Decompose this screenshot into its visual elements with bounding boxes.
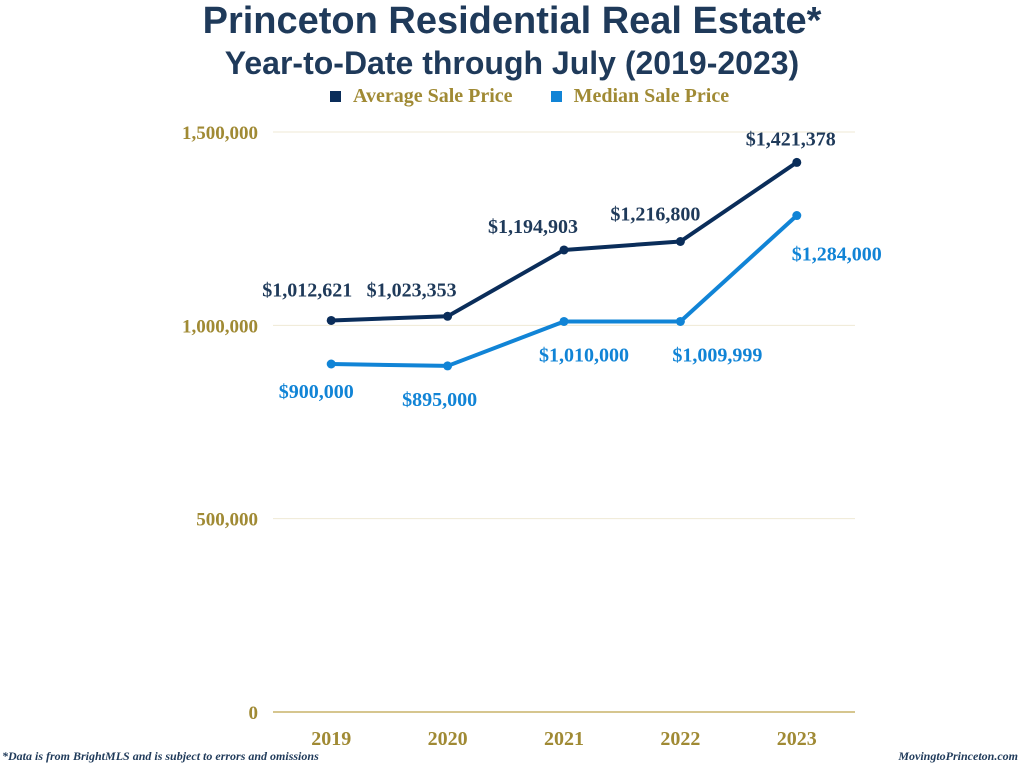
data-point <box>443 361 453 371</box>
x-tick-label: 2022 <box>660 728 700 750</box>
legend-swatch-average <box>330 91 341 102</box>
legend-item-average: Average Sale Price <box>330 85 513 108</box>
data-point <box>326 359 336 369</box>
y-tick-label: 0 <box>249 703 259 724</box>
data-label: $1,216,800 <box>610 204 700 226</box>
data-point <box>559 316 569 326</box>
data-point <box>792 157 802 167</box>
data-label: $1,284,000 <box>792 244 882 266</box>
x-tick-label: 2020 <box>428 728 468 750</box>
x-tick-label: 2019 <box>311 728 351 750</box>
source-credit: MovingtoPrinceton.com <box>898 749 1018 763</box>
legend-swatch-median <box>550 91 562 102</box>
x-tick-label: 2023 <box>777 728 817 750</box>
data-label: $1,194,903 <box>488 216 578 238</box>
data-label: $1,012,621 <box>262 279 352 301</box>
y-tick-label: 500,000 <box>196 510 258 531</box>
data-label: $1,023,353 <box>367 279 457 301</box>
data-point <box>443 311 453 321</box>
y-tick-label: 1,500,000 <box>182 123 258 144</box>
data-point <box>792 211 802 221</box>
data-label: $1,009,999 <box>672 344 762 366</box>
footnote: *Data is from BrightMLS and is subject t… <box>2 749 319 763</box>
data-point <box>326 315 336 325</box>
legend-label-median: Median Sale Price <box>573 85 730 107</box>
data-label: $1,421,378 <box>746 128 836 150</box>
y-tick-label: 1,000,000 <box>182 316 258 337</box>
data-point <box>675 237 685 247</box>
legend-label-average: Average Sale Price <box>353 85 513 107</box>
chart-subtitle: Year-to-Date through July (2019-2023) <box>224 45 800 81</box>
legend-item-median: Median Sale Price <box>550 85 730 108</box>
data-label: $1,010,000 <box>539 344 629 366</box>
chart-title: Princeton Residential Real Estate* <box>202 0 822 42</box>
data-point <box>675 316 685 326</box>
data-label: $895,000 <box>402 389 477 411</box>
x-tick-label: 2021 <box>544 728 584 750</box>
legend: Average Sale Price Median Sale Price <box>330 85 729 108</box>
data-label: $900,000 <box>279 381 354 403</box>
data-point <box>559 245 569 255</box>
